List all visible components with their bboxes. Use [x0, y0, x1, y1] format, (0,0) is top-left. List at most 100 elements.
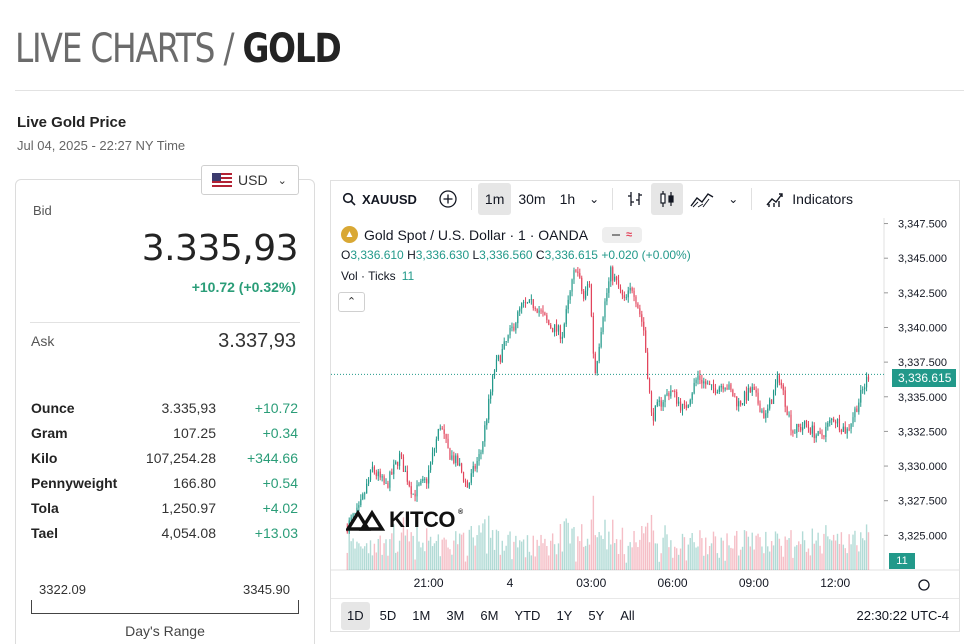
range-3m-button[interactable]: 3M	[446, 608, 465, 623]
volume-bar	[606, 549, 608, 570]
range-1y-button[interactable]: 1Y	[556, 608, 573, 623]
unit-name: Tael	[31, 524, 58, 541]
range-6m-button[interactable]: 6M	[480, 608, 499, 623]
volume-bar	[706, 554, 709, 570]
range-5d-button[interactable]: 5D	[379, 608, 397, 623]
compare-button[interactable]	[431, 183, 465, 215]
volume-bar	[594, 535, 596, 570]
candle-body	[807, 424, 810, 429]
volume-bar	[617, 553, 620, 570]
volume-bar	[371, 555, 374, 570]
volume-bar	[356, 541, 358, 570]
candle-body	[629, 287, 631, 291]
page-title: LIVE CHARTS / GOLD	[15, 26, 342, 72]
volume-bar	[703, 555, 705, 570]
legend-status-pill[interactable]: ≈	[602, 226, 643, 243]
unit-row-kilo: Kilo 107,254.28 +344.66	[31, 445, 299, 470]
volume-bar	[832, 534, 835, 570]
interval-1m-button[interactable]: 1m	[477, 183, 512, 215]
volume-bar	[643, 533, 645, 570]
candle-body	[821, 433, 823, 436]
ohlc-readout: O3,336.610 H3,336.630 L3,336.560 C3,336.…	[341, 248, 691, 262]
volume-bar	[794, 546, 796, 570]
candle-body	[466, 481, 469, 488]
volume-bar	[515, 535, 517, 570]
volume-bar	[730, 547, 732, 570]
volume-bar	[768, 551, 771, 570]
candle-body	[519, 308, 521, 312]
candle-body	[594, 353, 596, 373]
candle-body	[819, 431, 821, 434]
volume-bar	[745, 531, 748, 570]
low-value: 3,336.560	[479, 248, 533, 262]
volume-bar	[398, 540, 401, 570]
symbol-search[interactable]: XAUUSD	[342, 192, 417, 207]
volume-bar	[827, 536, 829, 570]
price-chart[interactable]: 3,347.500 3,345.000 3,342.500 3,340.000 3,33…	[331, 218, 959, 598]
candle-body	[497, 355, 500, 360]
candle-body	[416, 484, 418, 497]
volume-bar	[788, 538, 790, 570]
volume-bar	[375, 552, 378, 570]
candle-style-button[interactable]	[651, 183, 684, 215]
candle-body	[771, 399, 773, 404]
currency-select[interactable]: USD ⌄	[201, 165, 299, 195]
price-card	[15, 179, 315, 644]
volume-bar	[811, 528, 814, 570]
candle-body	[484, 425, 486, 442]
volume-bar	[393, 524, 395, 570]
candle-body	[393, 464, 395, 475]
volume-bar	[582, 546, 585, 570]
volume-bar	[480, 532, 482, 570]
range-1m-button[interactable]: 1M	[412, 608, 431, 623]
candle-body	[534, 308, 536, 309]
area-style-button[interactable]	[683, 183, 721, 215]
range-all-button[interactable]: All	[620, 608, 635, 623]
wave-icon: ≈	[626, 228, 633, 241]
range-1d-button[interactable]: 1D	[341, 601, 370, 630]
candle-body	[408, 481, 410, 487]
candle-body	[515, 323, 517, 331]
volume-bar	[691, 533, 693, 570]
volume-bar	[699, 530, 701, 570]
volume-bar	[457, 544, 459, 570]
candle-body	[503, 341, 505, 349]
interval-30m-button[interactable]: 30m	[518, 191, 546, 207]
unit-row-tael: Tael 4,054.08 +13.03	[31, 520, 299, 545]
volume-bar	[534, 556, 536, 570]
volume-bar	[362, 548, 364, 570]
volume-bar	[561, 551, 564, 570]
candle-body	[631, 287, 633, 291]
candle-body	[445, 433, 447, 439]
interval-dropdown[interactable]: ⌄	[582, 183, 606, 215]
candle-body	[588, 284, 591, 286]
volume-bar	[528, 551, 531, 570]
candle-body	[606, 292, 608, 302]
volume-bar	[774, 531, 777, 570]
candle-body	[716, 391, 718, 394]
candle-body	[459, 463, 461, 466]
volume-bar	[737, 555, 740, 570]
page-title-metal: GOLD	[242, 26, 341, 72]
range-ytd-button[interactable]: YTD	[514, 608, 541, 623]
interval-1h-button[interactable]: 1h	[559, 191, 576, 207]
candle-body	[724, 387, 726, 390]
volume-bar	[834, 540, 837, 570]
volume-bar	[536, 539, 538, 570]
candle-body	[647, 352, 649, 379]
range-5y-button[interactable]: 5Y	[588, 608, 605, 623]
candle-body	[707, 383, 709, 385]
candle-body	[693, 382, 695, 394]
chart-style-dropdown[interactable]: ⌄	[721, 183, 745, 215]
bar-style-button[interactable]	[619, 183, 651, 215]
volume-bar	[757, 533, 759, 570]
collapse-legend-button[interactable]: ⌃	[338, 292, 365, 312]
candle-body	[794, 432, 796, 434]
indicators-button[interactable]: Indicators	[758, 183, 860, 215]
volume-bar	[551, 533, 554, 570]
x-tick-label: 09:00	[739, 576, 769, 590]
candle-body	[710, 384, 713, 386]
volume-bar	[782, 556, 784, 570]
volume-bar	[412, 535, 414, 570]
candle-body	[811, 425, 813, 434]
